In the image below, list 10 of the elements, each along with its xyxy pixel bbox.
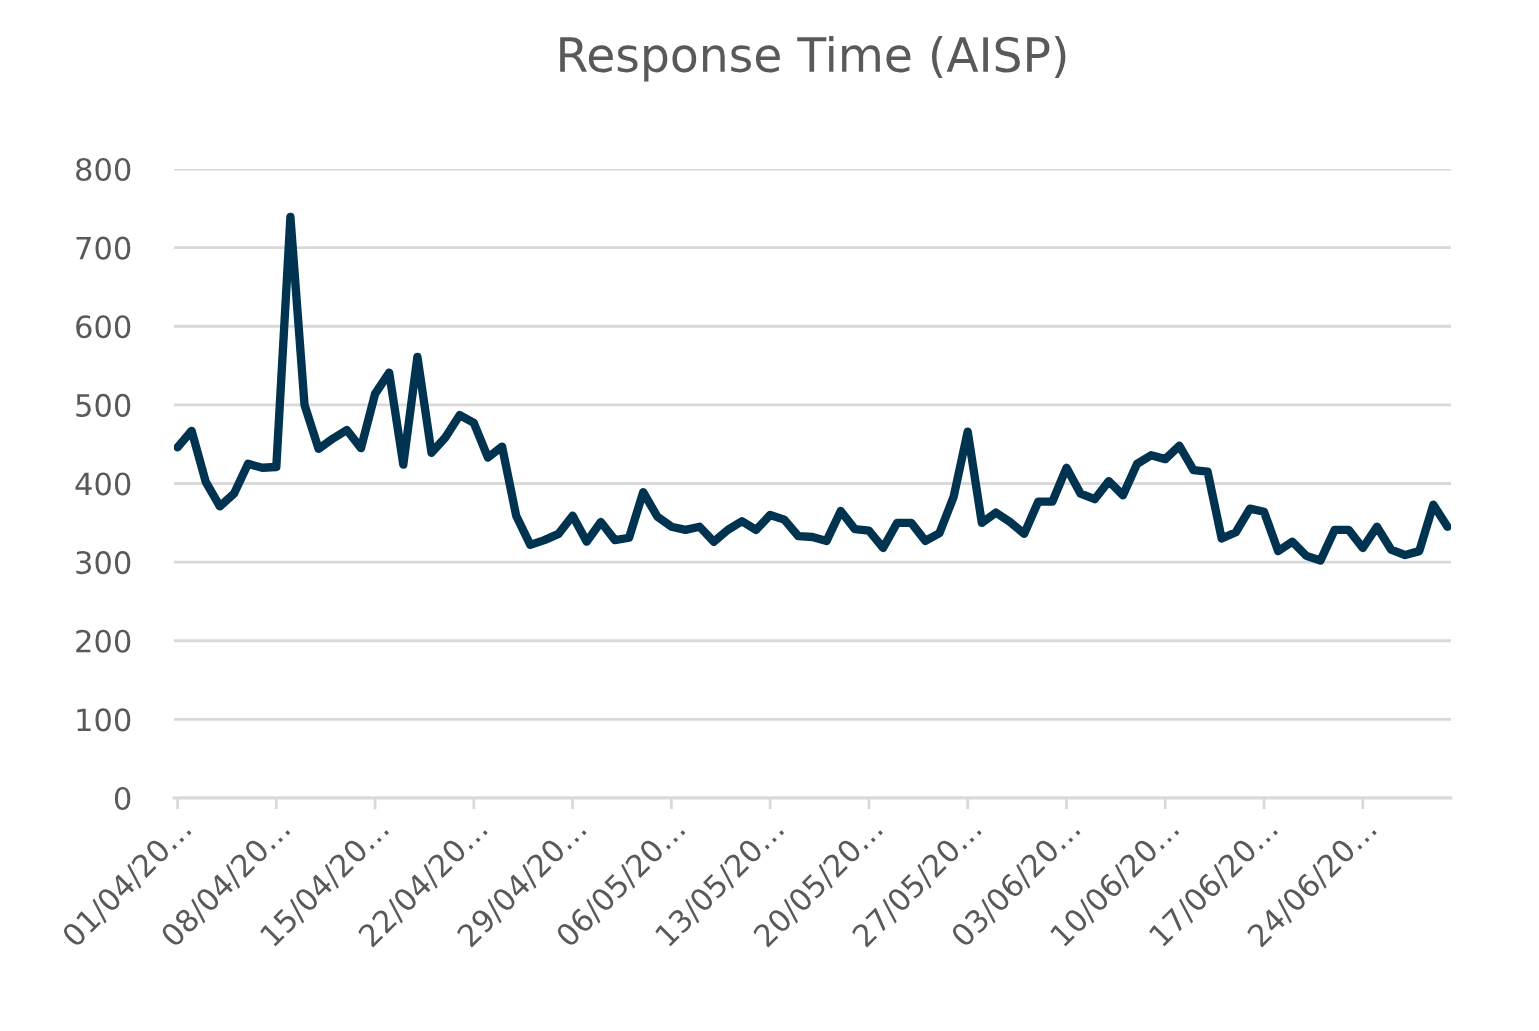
y-tick-label: 400 xyxy=(75,472,131,496)
y-tick-label: 200 xyxy=(76,629,131,653)
y-tick-label: 300 xyxy=(76,551,131,575)
y-tick-label: 100 xyxy=(77,708,131,732)
chart-title: Response Time (AISP) xyxy=(560,35,1066,82)
y-tick-label: 800 xyxy=(76,157,131,182)
y-tick-label: 0 xyxy=(114,786,131,811)
y-tick-label: 600 xyxy=(76,315,131,339)
y-tick-label: 700 xyxy=(76,236,131,260)
y-tick-label: 500 xyxy=(76,393,131,417)
